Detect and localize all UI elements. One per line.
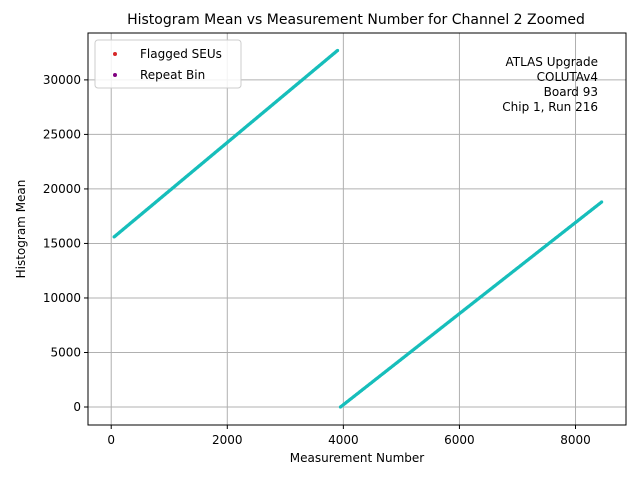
data-points [112,48,604,409]
x-axis-ticks: 0 2000 4000 6000 8000 [107,425,591,447]
legend-box [94,39,242,89]
data-point [335,48,340,53]
x-tick-label: 8000 [560,433,591,447]
y-axis-label: Histogram Mean [14,180,28,279]
y-axis-ticks: 0 5000 10000 15000 20000 25000 30000 [43,73,88,414]
annotation-line-2: COLUTAv4 [537,70,598,84]
legend-label-flagged-seus: Flagged SEUs [140,47,222,61]
y-tick-label: 15000 [43,236,81,250]
plot-frame [87,32,627,426]
annotation-line-1: ATLAS Upgrade [505,55,598,69]
x-tick-label: 6000 [444,433,475,447]
y-tick-label: 0 [73,400,81,414]
x-tick-label: 4000 [328,433,359,447]
legend: Flagged SEUs Repeat Bin [94,39,242,89]
x-tick-label: 0 [107,433,115,447]
legend-marker-repeat-bin [113,73,117,77]
y-tick-label: 30000 [43,73,81,87]
data-point [600,200,604,204]
y-tick-label: 10000 [43,291,81,305]
annotation-line-4: Chip 1, Run 216 [502,100,598,114]
y-tick-label: 20000 [43,182,81,196]
annotation: ATLAS Upgrade COLUTAv4 Board 93 Chip 1, … [502,55,598,114]
y-tick-label: 5000 [50,345,81,359]
chart-title: Histogram Mean vs Measurement Number for… [127,12,585,28]
y-tick-label: 25000 [43,127,81,141]
annotation-line-3: Board 93 [544,85,598,99]
x-axis-label: Measurement Number [290,451,424,465]
legend-label-repeat-bin: Repeat Bin [140,68,205,82]
x-tick-label: 2000 [212,433,243,447]
legend-marker-flagged-seus [113,52,117,56]
